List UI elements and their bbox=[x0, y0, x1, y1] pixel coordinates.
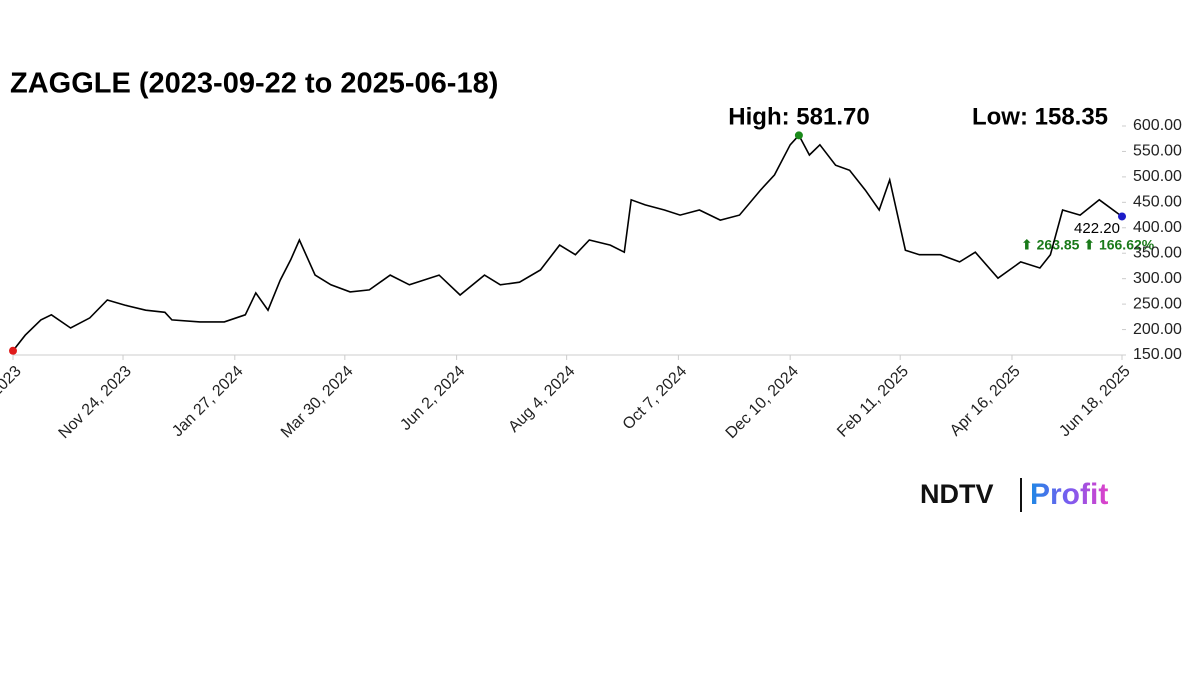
y-tick-label: 600.00 bbox=[1133, 117, 1182, 134]
x-tick-label: Nov 24, 2023 bbox=[56, 363, 135, 442]
x-tick-label: Apr 16, 2025 bbox=[947, 363, 1024, 440]
last-marker bbox=[1118, 212, 1126, 221]
x-tick-label: Jan 27, 2024 bbox=[169, 363, 247, 441]
y-tick-label: 550.00 bbox=[1133, 143, 1182, 160]
low-marker bbox=[9, 346, 17, 355]
price-line bbox=[12, 133, 1123, 352]
x-tick-label: Feb 11, 2025 bbox=[834, 363, 912, 441]
y-tick-label: 500.00 bbox=[1133, 168, 1182, 185]
chart-title: ZAGGLE (2023-09-22 to 2025-06-18) bbox=[10, 68, 498, 100]
low-label: Low: 158.35 bbox=[972, 103, 1108, 130]
x-tick-label: Aug 4, 2024 bbox=[505, 363, 578, 436]
y-tick-label: 450.00 bbox=[1133, 194, 1182, 211]
last-label: 422.20 bbox=[1074, 220, 1120, 237]
x-tick-label: Jun 18, 2025 bbox=[1056, 363, 1134, 441]
x-tick-label: Oct 7, 2024 bbox=[620, 363, 691, 434]
y-tick-label: 200.00 bbox=[1133, 321, 1182, 338]
y-tick-label: 300.00 bbox=[1133, 270, 1182, 287]
y-tick-label: 400.00 bbox=[1133, 219, 1182, 236]
logo-profit: Profit bbox=[1030, 478, 1108, 511]
x-tick-label: Dec 10, 2024 bbox=[723, 363, 802, 442]
y-tick-label: 150.00 bbox=[1133, 346, 1182, 363]
x-tick-label: Jun 2, 2024 bbox=[397, 363, 468, 434]
y-tick-label: 350.00 bbox=[1133, 244, 1182, 261]
x-tick-label: Mar 30, 2024 bbox=[278, 363, 357, 442]
high-marker bbox=[794, 131, 803, 140]
x-tick-label: Sep 22, 2023 bbox=[0, 363, 25, 442]
logo-ndtv: NDTV bbox=[920, 479, 994, 509]
high-label: High: 581.70 bbox=[728, 103, 869, 130]
y-tick-label: 250.00 bbox=[1133, 295, 1182, 312]
